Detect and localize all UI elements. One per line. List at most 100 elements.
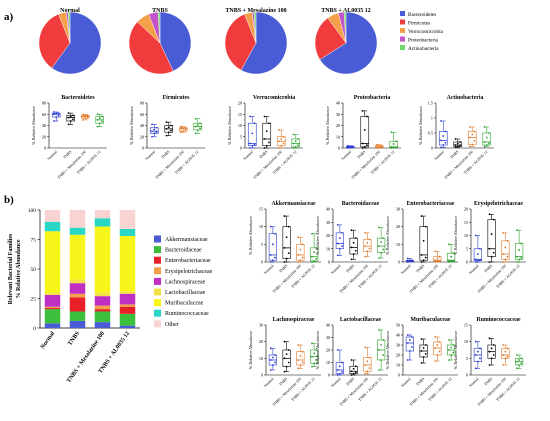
data-point [271, 356, 274, 359]
data-point [354, 371, 357, 374]
data-point [315, 246, 318, 249]
data-point [448, 349, 450, 351]
data-point [313, 362, 316, 365]
data-point [456, 142, 459, 145]
data-point [492, 344, 495, 346]
data-point [350, 229, 353, 232]
legend-swatch-lachnospiraceae [154, 277, 161, 285]
data-point [490, 255, 493, 258]
data-point [452, 351, 455, 354]
bar-segment-akkermansiaceae [44, 323, 61, 328]
data-point [450, 354, 453, 356]
x-tick-label: Normal [341, 150, 352, 161]
y-tick-label: 10 [396, 242, 400, 247]
family-boxplots-row1: Akkermansiaceae 0 5 10 15 % Relative Abundanc… [248, 201, 526, 294]
data-point [199, 122, 201, 125]
data-point [153, 128, 156, 131]
legend-swatch-proteobacteria [400, 36, 405, 42]
data-point [473, 140, 476, 142]
data-point [488, 350, 491, 353]
data-point [263, 147, 266, 149]
data-point [55, 116, 58, 118]
x-tick-label: TNBS [278, 377, 288, 387]
box-1 [487, 213, 496, 263]
data-point [474, 367, 477, 370]
y-axis-label: % Relative Abundance [325, 106, 330, 145]
data-point [282, 135, 285, 138]
family-legend: Akkermansiaceae Bacteroidaceae Enterobacte… [154, 235, 213, 328]
bar-segment-erysipelotrichaceae [44, 306, 61, 308]
box-0 [473, 340, 482, 370]
bar-segment-enterobacteriaceae [94, 309, 111, 312]
data-point [274, 354, 276, 356]
data-point [380, 144, 383, 147]
boxplot-lachnospiraceae: Lachnospiraceae 0 10 20 30 % Relative Abundan… [248, 317, 321, 407]
pie-title: TNBS [152, 8, 168, 14]
data-point [436, 344, 439, 346]
data-point [438, 341, 441, 343]
phylum-boxplots: Bacteroidetes 0 20 40 60 80 % Relative Abundan… [31, 95, 494, 180]
data-point [86, 116, 89, 119]
box-1 [66, 112, 76, 126]
data-point [490, 233, 493, 236]
data-point [265, 144, 268, 147]
data-point [520, 362, 523, 365]
data-point [376, 143, 378, 146]
data-point [352, 253, 355, 255]
y-tick-label: 0 [33, 326, 36, 332]
data-point [454, 138, 457, 140]
box-2 [433, 336, 442, 362]
y-axis-label: % Relative Abundance [385, 216, 390, 255]
boxplot-actinobacteria: Actinobacteria 0 0.5 1 1.5 % Relative Abundan… [418, 95, 494, 180]
data-point [436, 257, 439, 260]
data-point [352, 372, 355, 375]
y-axis-label: % Relative Abundance [16, 239, 22, 298]
y-tick-label: 50 [396, 323, 400, 328]
y-tick-label: 20 [396, 224, 400, 229]
y-axis-label: % Relative Abundance [385, 331, 390, 370]
data-point [336, 254, 339, 257]
data-point [347, 146, 349, 149]
data-point [285, 257, 288, 260]
boxplot-bacteroidaceae: Bacteroidaceae 0 10 20 30 40 % Relative Abunda… [315, 201, 388, 294]
data-point [434, 347, 437, 349]
data-point [269, 225, 272, 228]
data-point [424, 353, 427, 355]
box-1 [453, 138, 463, 149]
data-point [408, 350, 411, 352]
data-point [98, 122, 101, 125]
data-point [336, 349, 339, 351]
y-tick-label: 5 [466, 246, 468, 251]
box-iqr [349, 237, 358, 255]
bar-segment-other [119, 210, 136, 229]
y-tick-label: 40 [396, 333, 400, 338]
data-point [336, 224, 339, 226]
data-point [350, 246, 353, 249]
data-point [471, 143, 474, 146]
data-point [366, 144, 368, 147]
data-point [57, 114, 60, 117]
data-point [471, 133, 474, 136]
legend-label-bacteroidetes: Bacteroidetes [408, 12, 436, 18]
data-point [194, 117, 197, 120]
x-tick-label: TNBS [450, 150, 460, 160]
y-tick-label: 1.5 [428, 101, 433, 106]
data-point [364, 245, 367, 248]
pie-slice-bacteroidetes [51, 11, 102, 75]
boxplot-enterobacteriaceae: Enterobacteriaceae 0 10 20 30 % Relative Abun… [385, 201, 458, 294]
y-tick-label: 0 [466, 260, 468, 265]
data-point [278, 140, 280, 143]
data-point [440, 120, 442, 122]
box-2 [80, 113, 90, 121]
legend-label-other: Other [165, 322, 179, 328]
data-point [420, 254, 423, 256]
data-point [518, 359, 521, 361]
data-point [488, 142, 490, 145]
data-point [476, 350, 479, 353]
y-tick-label: 30 [326, 220, 330, 225]
data-point [336, 242, 339, 245]
data-point [311, 232, 313, 235]
legend-swatch-muribaculaceae [154, 299, 161, 307]
data-point [84, 117, 87, 120]
data-point [368, 356, 371, 359]
